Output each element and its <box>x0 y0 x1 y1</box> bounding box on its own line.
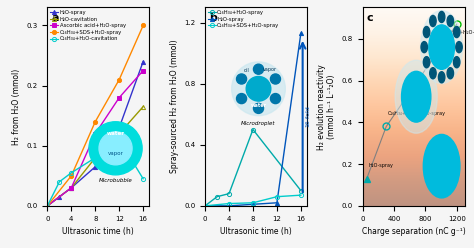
X-axis label: Ultrasonic time (h): Ultrasonic time (h) <box>220 227 292 236</box>
Text: c: c <box>367 13 374 23</box>
Legend: H₂O-spray, H₂O-cavitation, Ascorbic acid+H₂O-spray, C₁₆H₃₄+SDS+H₂O-spray, C₁₆H₃₄: H₂O-spray, H₂O-cavitation, Ascorbic acid… <box>50 10 126 41</box>
Text: a: a <box>52 13 59 23</box>
Text: C₁₆H₃₄+H₂O-spray: C₁₆H₃₄+H₂O-spray <box>445 30 474 34</box>
Y-axis label: H₂ evolution reactivity
(mmol h⁻¹ L⁻¹₂O): H₂ evolution reactivity (mmol h⁻¹ L⁻¹₂O) <box>317 64 336 150</box>
X-axis label: Charge separation (nC g⁻¹): Charge separation (nC g⁻¹) <box>362 227 465 236</box>
Y-axis label: H₂ from H₂O (mmol): H₂ from H₂O (mmol) <box>12 68 21 145</box>
Text: 16-fold: 16-fold <box>306 106 310 127</box>
Text: b: b <box>209 13 217 23</box>
Text: H₂O-spray: H₂O-spray <box>369 163 393 168</box>
Legend: C₁₆H₃₄+H₂O-spray, H₂O-spray, C₁₆H₃₄+SDS+H₂O-spray: C₁₆H₃₄+H₂O-spray, H₂O-spray, C₁₆H₃₄+SDS+… <box>208 10 280 28</box>
Text: C₁₆H₃₄+SDS+H₂O-spray: C₁₆H₃₄+SDS+H₂O-spray <box>388 111 446 116</box>
X-axis label: Ultrasonic time (h): Ultrasonic time (h) <box>63 227 134 236</box>
Y-axis label: Spray-sourced H₂ from H₂O (mmol): Spray-sourced H₂ from H₂O (mmol) <box>170 40 179 173</box>
